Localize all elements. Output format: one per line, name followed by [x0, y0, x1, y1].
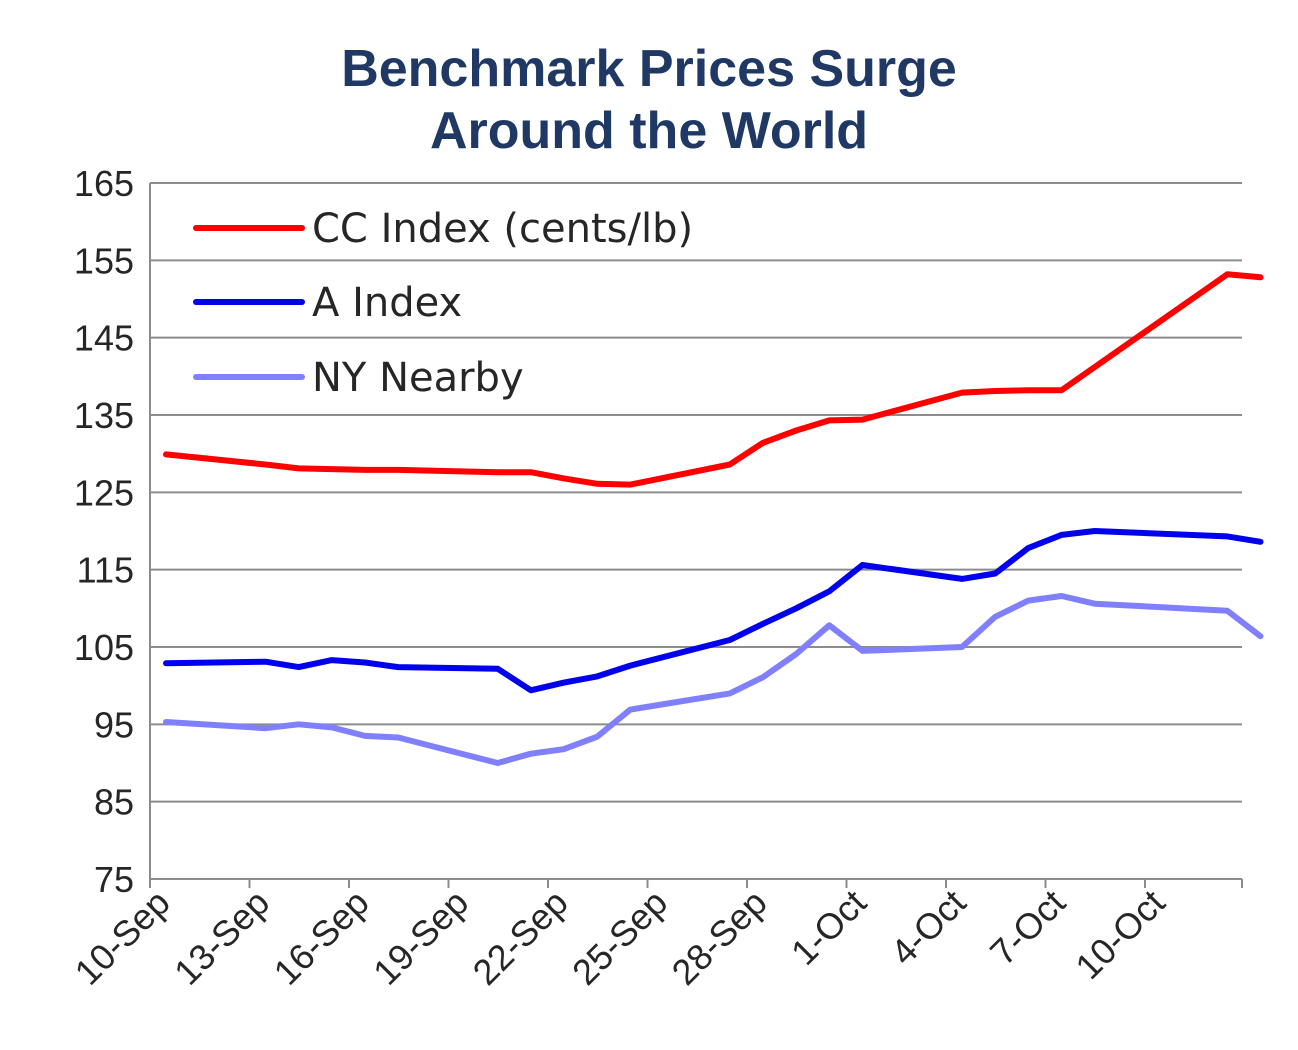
x-tick-label: 19-Sep: [365, 882, 476, 993]
x-tick-label: 25-Sep: [564, 882, 675, 993]
series-line-1: [163, 271, 1264, 488]
y-tick-label: 85: [94, 782, 134, 823]
x-tick-label: 28-Sep: [664, 882, 775, 993]
y-tick-label: 135: [74, 395, 134, 436]
y-tick-label: 165: [74, 163, 134, 204]
x-tick-label: 10-Oct: [1067, 882, 1172, 987]
y-tick-label: 145: [74, 318, 134, 359]
x-tick-label: 22-Sep: [465, 882, 576, 993]
axes: [149, 183, 1243, 888]
series-line-2: [163, 528, 1264, 694]
series-line-3: [163, 593, 1264, 766]
x-axis-ticks: 10-Sep13-Sep16-Sep19-Sep22-Sep25-Sep28-S…: [67, 882, 1173, 993]
x-tick-label: 4-Oct: [882, 882, 973, 973]
y-tick-label: 95: [94, 704, 134, 745]
x-tick-label: 7-Oct: [982, 882, 1073, 973]
legend-label-1: CC Index (cents/lb): [312, 206, 693, 252]
chart-title: Benchmark Prices Surge Around the World: [0, 38, 1298, 162]
series-lines: [163, 271, 1264, 766]
y-tick-label: 115: [77, 550, 134, 591]
y-tick-label: 105: [74, 627, 134, 668]
y-axis-ticks: 75 85 95 105 115 125 135 145 155 165: [74, 163, 134, 900]
chart-title-line-1: Benchmark Prices Surge: [341, 40, 957, 98]
x-tick-label: 16-Sep: [266, 882, 377, 993]
legend-label-2: A Index: [312, 280, 462, 326]
y-tick-label: 155: [74, 240, 134, 281]
chart-title-line-2: Around the World: [429, 102, 869, 160]
y-tick-label: 75: [94, 859, 134, 900]
x-tick-label: 1-Oct: [783, 882, 874, 973]
y-tick-label: 125: [74, 472, 134, 513]
gridlines: [150, 182, 1242, 803]
x-tick-label: 13-Sep: [166, 882, 277, 993]
legend: CC Index (cents/lb) A Index NY Nearby: [193, 206, 693, 401]
legend-label-3: NY Nearby: [312, 355, 524, 401]
